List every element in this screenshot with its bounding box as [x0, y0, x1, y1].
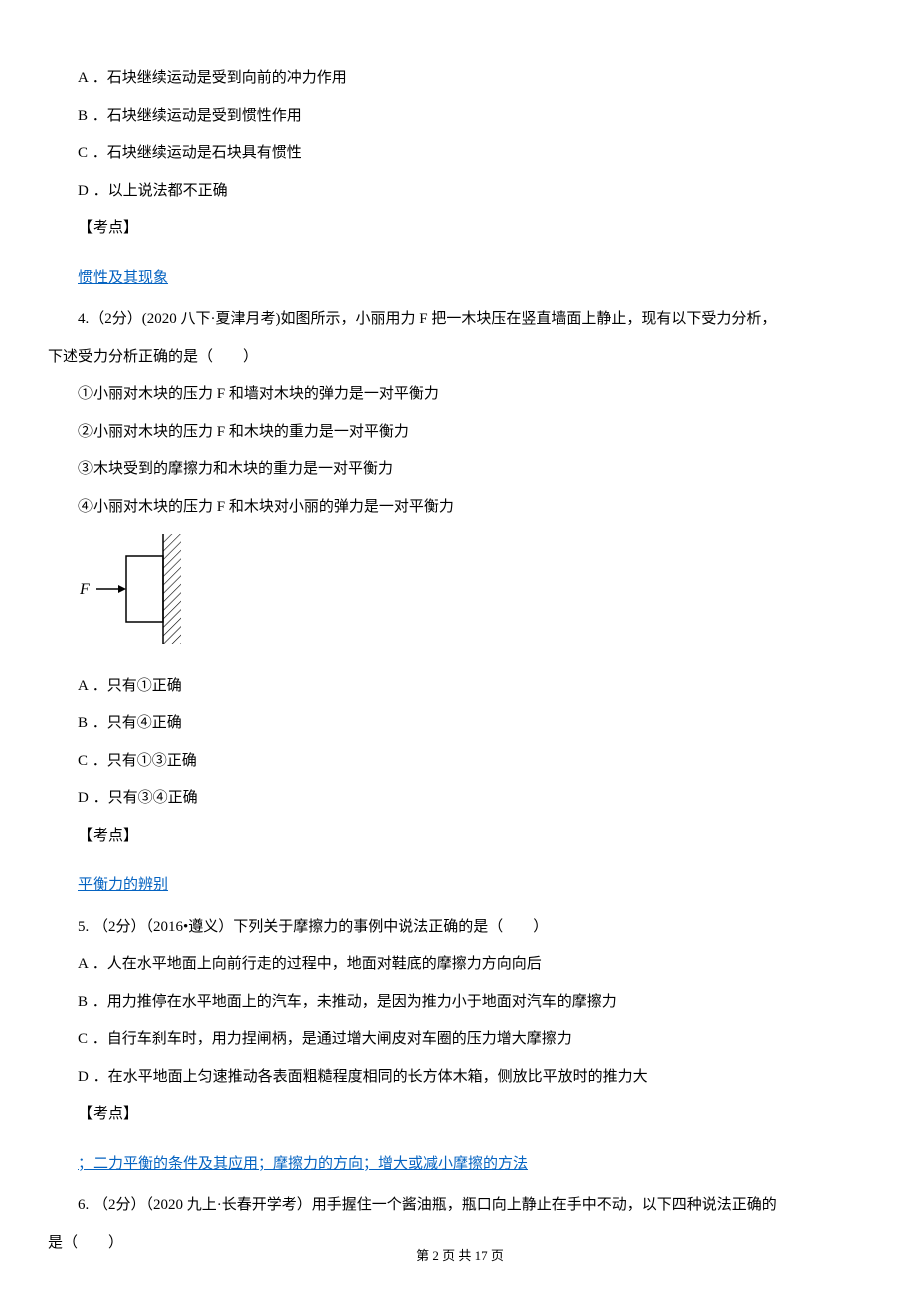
- option-text: B ．石块继续运动是受到惯性作用: [48, 98, 872, 136]
- topic-link[interactable]: 惯性及其现象: [48, 260, 872, 298]
- diagram-svg: F: [78, 534, 183, 644]
- document-body: A ．石块继续运动是受到向前的冲力作用 B ．石块继续运动是受到惯性作用 C ．…: [48, 60, 872, 1262]
- force-diagram: F: [78, 534, 872, 660]
- option-text: C ．只有①③正确: [48, 743, 872, 781]
- option-text: B ．只有④正确: [48, 705, 872, 743]
- option-text: C ．石块继续运动是石块具有惯性: [48, 135, 872, 173]
- exam-point-label: 【考点】: [48, 1096, 872, 1134]
- topic-link[interactable]: 平衡力的辨别: [48, 867, 872, 905]
- page-footer: 第 2 页 共 17 页: [0, 1240, 920, 1273]
- option-text: D ．以上说法都不正确: [48, 173, 872, 211]
- force-arrow-head: [118, 585, 126, 593]
- exam-point-label: 【考点】: [48, 210, 872, 248]
- topic-link[interactable]: ；二力平衡的条件及其应用；摩擦力的方向；增大或减小摩擦的方法: [48, 1146, 872, 1184]
- condition-text: ①小丽对木块的压力 F 和墙对木块的弹力是一对平衡力: [48, 376, 872, 414]
- force-label: F: [79, 581, 90, 598]
- condition-text: ②小丽对木块的压力 F 和木块的重力是一对平衡力: [48, 414, 872, 452]
- option-text: A ．只有①正确: [48, 668, 872, 706]
- exam-point-label: 【考点】: [48, 818, 872, 856]
- option-text: C ．自行车刹车时，用力捏闸柄，是通过增大闸皮对车圈的压力增大摩擦力: [48, 1021, 872, 1059]
- option-text: D ．只有③④正确: [48, 780, 872, 818]
- question-stem: 4.（2分）(2020 八下·夏津月考)如图所示，小丽用力 F 把一木块压在竖直…: [48, 301, 872, 339]
- q4-stem-part1: 4.（2分）(2020 八下·夏津月考)如图所示，小丽用力 F 把一木块压在竖直…: [78, 311, 776, 327]
- q6-stem-part1: 6. （2分）（2020 九上·长春开学考）用手握住一个酱油瓶，瓶口向上静止在手…: [78, 1197, 777, 1213]
- option-text: B ．用力推停在水平地面上的汽车，未推动，是因为推力小于地面对汽车的摩擦力: [48, 984, 872, 1022]
- condition-text: ③木块受到的摩擦力和木块的重力是一对平衡力: [48, 451, 872, 489]
- option-text: D ．在水平地面上匀速推动各表面粗糙程度相同的长方体木箱，侧放比平放时的推力大: [48, 1059, 872, 1097]
- block-rect: [126, 556, 163, 622]
- question-stem: 6. （2分）（2020 九上·长春开学考）用手握住一个酱油瓶，瓶口向上静止在手…: [48, 1187, 872, 1225]
- option-text: A ．人在水平地面上向前行走的过程中，地面对鞋底的摩擦力方向向后: [48, 946, 872, 984]
- question-stem-cont: 下述受力分析正确的是（ ）: [48, 339, 872, 377]
- question-stem: 5. （2分）（2016•遵义）下列关于摩擦力的事例中说法正确的是（ ）: [48, 909, 872, 947]
- option-text: A ．石块继续运动是受到向前的冲力作用: [48, 60, 872, 98]
- wall-rect: [163, 534, 181, 644]
- condition-text: ④小丽对木块的压力 F 和木块对小丽的弹力是一对平衡力: [48, 489, 872, 527]
